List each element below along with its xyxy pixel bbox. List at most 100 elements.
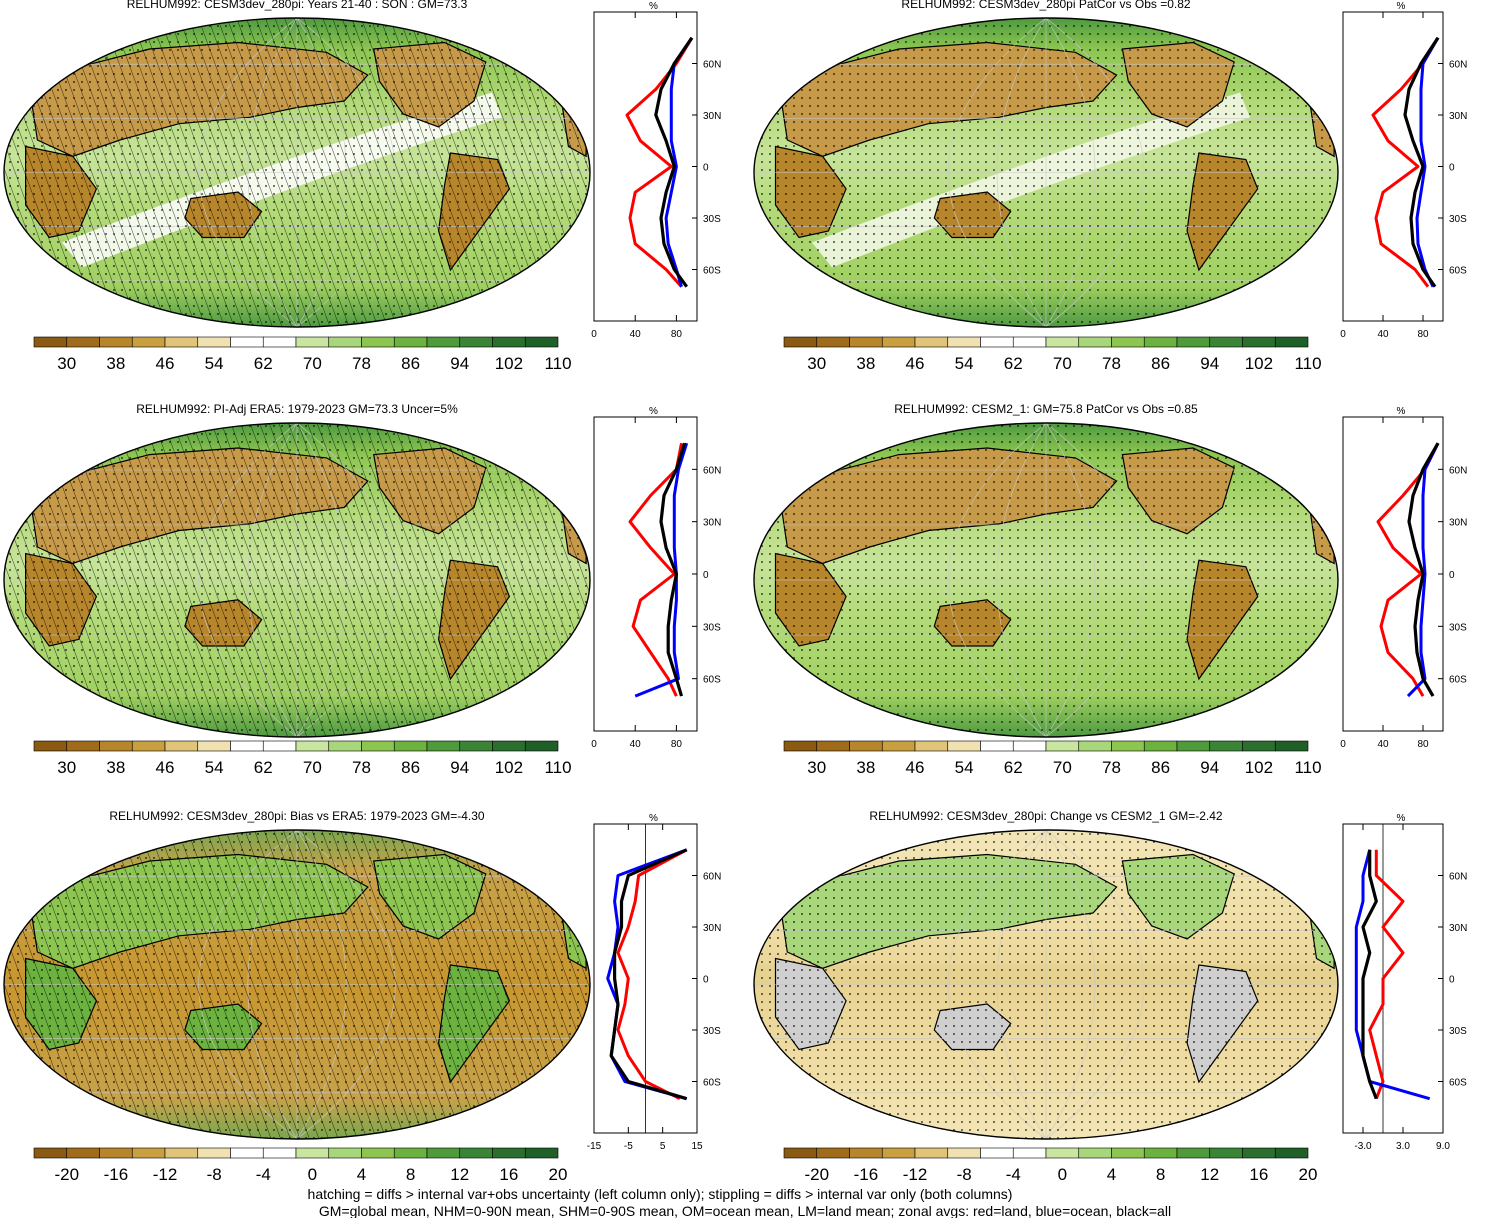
colorbar-swatch: [262, 1147, 297, 1159]
colorbar-swatch: [816, 336, 850, 348]
colorbar-label: -4: [256, 1165, 271, 1184]
colorbar-swatch: [1111, 336, 1145, 348]
map-field: [4, 423, 590, 737]
colorbar-swatch: [361, 336, 395, 348]
x-tick-label: 0: [591, 739, 597, 750]
lat-tick-label: 30S: [703, 214, 721, 225]
colorbar-label: 54: [955, 354, 974, 373]
x-tick-label: 15: [691, 1141, 703, 1152]
colorbar-label: 110: [544, 758, 571, 777]
colorbar-swatch: [783, 336, 818, 348]
colorbar-swatch: [947, 1147, 981, 1159]
lat-tick-label: 60N: [703, 872, 721, 883]
colorbar-swatch: [1045, 336, 1080, 348]
colorbar-swatch: [980, 1147, 1014, 1159]
colorbar-swatch: [1012, 336, 1047, 348]
x-tick-label: 80: [1417, 739, 1429, 750]
colorbar-swatch: [1143, 336, 1178, 348]
x-tick-label: 0: [591, 329, 597, 340]
stippling-overlay: [4, 423, 590, 737]
colorbar-label: 0: [308, 1165, 317, 1184]
colorbar-label: 30: [57, 758, 76, 777]
colorbar-swatch: [1078, 740, 1112, 752]
map-panel-4: RELHUM992: CESM2_1: GM=75.8 PatCor vs Ob…: [753, 402, 1467, 777]
colorbar-label: 54: [955, 758, 974, 777]
colorbar-label: 70: [1053, 758, 1072, 777]
colorbar: 30 38 46 54 62 70 78 86 94 102 110: [33, 336, 572, 373]
colorbar-label: 20: [549, 1165, 568, 1184]
colorbar-swatch: [99, 1147, 133, 1159]
map-border: [753, 422, 1339, 738]
colorbar: 30 38 46 54 62 70 78 86 94 102 110: [783, 740, 1322, 777]
x-tick-label: 80: [671, 739, 683, 750]
colorbar-swatch: [1143, 1147, 1178, 1159]
colorbar-label: 70: [303, 354, 322, 373]
colorbar-label: 62: [1004, 354, 1023, 373]
colorbar-swatch: [1242, 1147, 1276, 1159]
colorbar-swatch: [164, 740, 199, 752]
colorbar-swatch: [783, 740, 818, 752]
colorbar-swatch: [914, 336, 949, 348]
map-border: [3, 17, 591, 328]
colorbar-swatch: [816, 1147, 850, 1159]
map-field: [4, 18, 590, 327]
colorbar-label: 8: [1156, 1165, 1165, 1184]
lat-tick-label: 30N: [703, 111, 721, 122]
colorbar-swatch: [1143, 740, 1178, 752]
colorbar-swatch: [1209, 740, 1243, 752]
profile-line-land: [1368, 849, 1405, 1100]
colorbar-swatch: [328, 740, 362, 752]
colorbar: -20 -16 -12 -8 -4 0 4 8 12 16 20: [783, 1147, 1317, 1184]
profile-line-ocean: [664, 36, 694, 288]
lat-tick-label: 30S: [703, 1026, 721, 1037]
lat-tick-label: 30S: [1449, 622, 1467, 633]
colorbar-swatch: [1209, 1147, 1243, 1159]
colorbar-swatch: [947, 740, 981, 752]
x-tick-label: 5: [660, 1141, 666, 1152]
colorbar-label: 38: [856, 758, 875, 777]
colorbar-label: 38: [106, 354, 125, 373]
colorbar-swatch: [459, 1147, 493, 1159]
colorbar-swatch: [131, 740, 166, 752]
lat-tick-label: 60N: [1449, 465, 1467, 476]
profile-line-land: [628, 442, 683, 697]
colorbar-swatch: [164, 1147, 199, 1159]
colorbar-swatch: [361, 740, 395, 752]
colorbar-swatch: [524, 1147, 559, 1159]
colorbar-swatch: [492, 336, 526, 348]
colorbar-label: 102: [1245, 758, 1273, 777]
stippling-overlay: [754, 423, 1338, 737]
colorbar-swatch: [914, 740, 949, 752]
colorbar-swatch: [881, 336, 916, 348]
map-border: [3, 829, 591, 1140]
colorbar-swatch: [426, 1147, 461, 1159]
colorbar-swatch: [361, 1147, 395, 1159]
profile-line-all: [654, 36, 694, 288]
colorbar-swatch: [1209, 336, 1243, 348]
stippling-overlay: [4, 18, 590, 327]
colorbar-label: 94: [450, 758, 469, 777]
colorbar-label: 78: [352, 758, 371, 777]
colorbar-swatch: [99, 336, 133, 348]
stippling-overlay: [754, 18, 1338, 327]
zonal-profile: % 60N 30N 0 30S 60S -3.0 3.0 9.0: [1342, 813, 1467, 1152]
colorbar-swatch: [1176, 336, 1211, 348]
colorbar-label: 4: [1107, 1165, 1116, 1184]
colorbar-label: 54: [205, 758, 224, 777]
lat-tick-label: 60S: [1449, 1078, 1467, 1089]
colorbar-label: -20: [54, 1165, 79, 1184]
colorbar-label: 38: [106, 758, 125, 777]
colorbar-label: 86: [1151, 354, 1170, 373]
colorbar-swatch: [1274, 1147, 1309, 1159]
profile-unit: %: [1397, 813, 1406, 824]
colorbar-label: -20: [804, 1165, 829, 1184]
colorbar-swatch: [1242, 740, 1276, 752]
lat-tick-label: 0: [1449, 975, 1455, 986]
panel-title: RELHUM992: CESM3dev_280pi PatCor vs Obs …: [901, 0, 1190, 11]
colorbar-swatch: [881, 1147, 916, 1159]
colorbar-swatch: [1111, 1147, 1145, 1159]
colorbar-label: 102: [495, 758, 523, 777]
lat-tick-label: 60S: [1449, 675, 1467, 686]
colorbar-swatch: [1176, 740, 1211, 752]
colorbar-label: 86: [401, 758, 420, 777]
